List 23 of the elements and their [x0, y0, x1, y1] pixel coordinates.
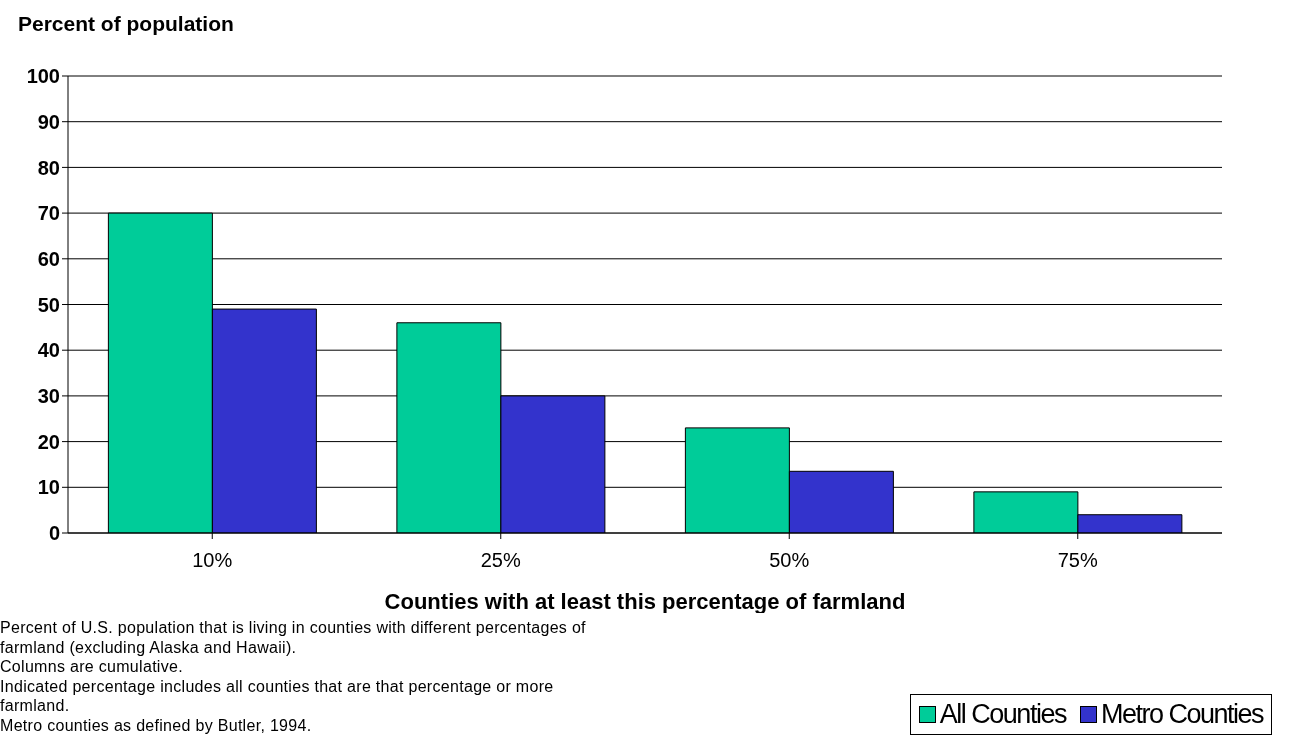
x-axis-title: Counties with at least this percentage of farmland: [384, 589, 906, 614]
y-tick-label: 20: [37, 430, 60, 453]
legend-label: All Counties: [938, 699, 1066, 730]
x-tick-label: 75%: [1057, 549, 1098, 572]
x-tick-label: 25%: [480, 549, 521, 572]
y-tick-label: 50: [37, 293, 60, 316]
text: Indicated percentage includes all counties that are that percentage or more farmland.: [0, 676, 555, 716]
y-tick-label: 60: [37, 247, 60, 270]
legend-label: Metro Counties: [1099, 699, 1263, 730]
y-tick-label: 30: [37, 385, 60, 407]
y-tick-label: 10: [37, 476, 60, 499]
y-tick-label: 0: [48, 522, 60, 545]
text: Percent of U.S. population that is living in counties with different percentages of farmland (excluding Alaska and Hawaii).: [0, 618, 587, 657]
x-tick-label: 50%: [769, 549, 810, 572]
y-tick-label: 90: [37, 110, 60, 133]
y-tick-label: 80: [37, 156, 60, 179]
y-axis-title: Percent of population: [18, 12, 234, 36]
y-tick-label: 70: [37, 202, 60, 225]
text: Columns are cumulative.: [0, 657, 184, 677]
x-tick-label: 10%: [192, 549, 233, 572]
y-tick-label: 100: [26, 65, 60, 88]
y-tick-label: 40: [37, 339, 60, 362]
text: Metro counties as defined by Butler, 1994.: [0, 715, 313, 735]
